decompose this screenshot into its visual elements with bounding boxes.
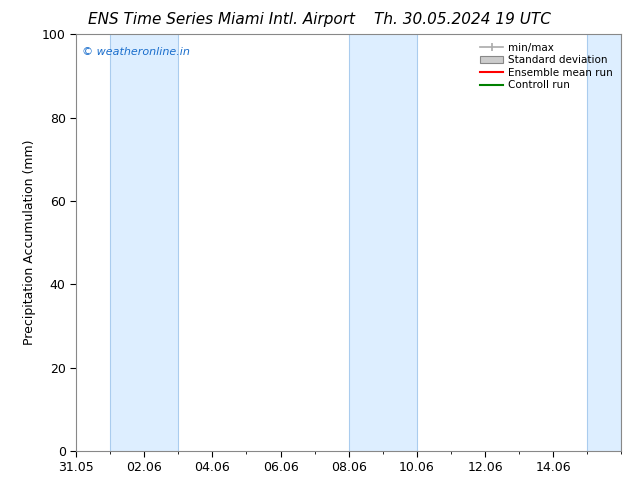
Legend: min/max, Standard deviation, Ensemble mean run, Controll run: min/max, Standard deviation, Ensemble me… [477, 40, 616, 94]
Bar [349, 34, 417, 451]
Bar [110, 34, 178, 451]
Text: Th. 30.05.2024 19 UTC: Th. 30.05.2024 19 UTC [375, 12, 551, 27]
Text: ENS Time Series Miami Intl. Airport: ENS Time Series Miami Intl. Airport [88, 12, 356, 27]
Bar [587, 34, 621, 451]
Text: © weatheronline.in: © weatheronline.in [82, 47, 190, 57]
Y-axis label: Precipitation Accumulation (mm): Precipitation Accumulation (mm) [23, 140, 36, 345]
